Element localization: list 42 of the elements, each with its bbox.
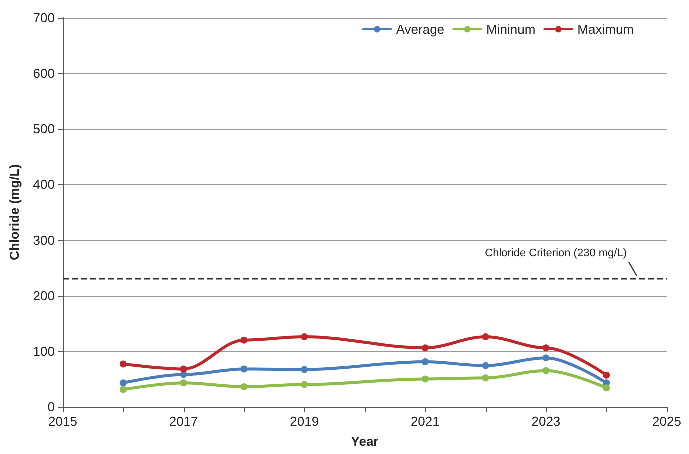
point xyxy=(542,367,550,374)
point xyxy=(542,344,550,352)
point xyxy=(180,366,188,373)
point xyxy=(120,380,127,387)
y-tick-label: 600 xyxy=(33,66,55,82)
x-tick-label: 2025 xyxy=(652,414,682,429)
point xyxy=(422,344,429,352)
legend-label: Average xyxy=(396,22,445,37)
point xyxy=(120,386,127,394)
y-tick-label: 0 xyxy=(48,400,55,414)
y-tick-label: 200 xyxy=(33,288,55,304)
x-axis-title: Year xyxy=(351,434,379,449)
x-tick-label: 2017 xyxy=(169,414,198,429)
point xyxy=(422,358,429,366)
point xyxy=(180,380,188,387)
y-tick-label: 500 xyxy=(33,122,55,137)
y-tick-label: 300 xyxy=(33,232,55,248)
point xyxy=(422,376,429,383)
point xyxy=(301,381,308,388)
point xyxy=(240,336,248,344)
point xyxy=(301,366,308,374)
x-tick-label: 2023 xyxy=(532,414,561,429)
ref-line-label: Chloride Criterion (230 mg/L) xyxy=(485,248,627,260)
y-tick-label: 700 xyxy=(33,10,55,26)
y-axis-title: Chloride (mg/L) xyxy=(7,164,22,261)
legend-label: Maximum xyxy=(578,22,634,37)
point xyxy=(301,333,308,340)
y-tick-label: 100 xyxy=(33,344,55,359)
point xyxy=(120,360,127,368)
legend-label: Mininum xyxy=(486,22,536,37)
point xyxy=(542,354,550,362)
point xyxy=(603,384,610,392)
point xyxy=(482,362,490,370)
point xyxy=(482,374,490,382)
x-tick-label: 2015 xyxy=(48,414,78,429)
point xyxy=(603,372,610,379)
y-tick-label: 400 xyxy=(33,177,55,192)
x-tick-label: 2019 xyxy=(290,414,320,429)
point xyxy=(240,366,248,373)
point xyxy=(482,333,490,340)
point xyxy=(240,383,248,390)
x-tick-label: 2021 xyxy=(410,414,440,429)
